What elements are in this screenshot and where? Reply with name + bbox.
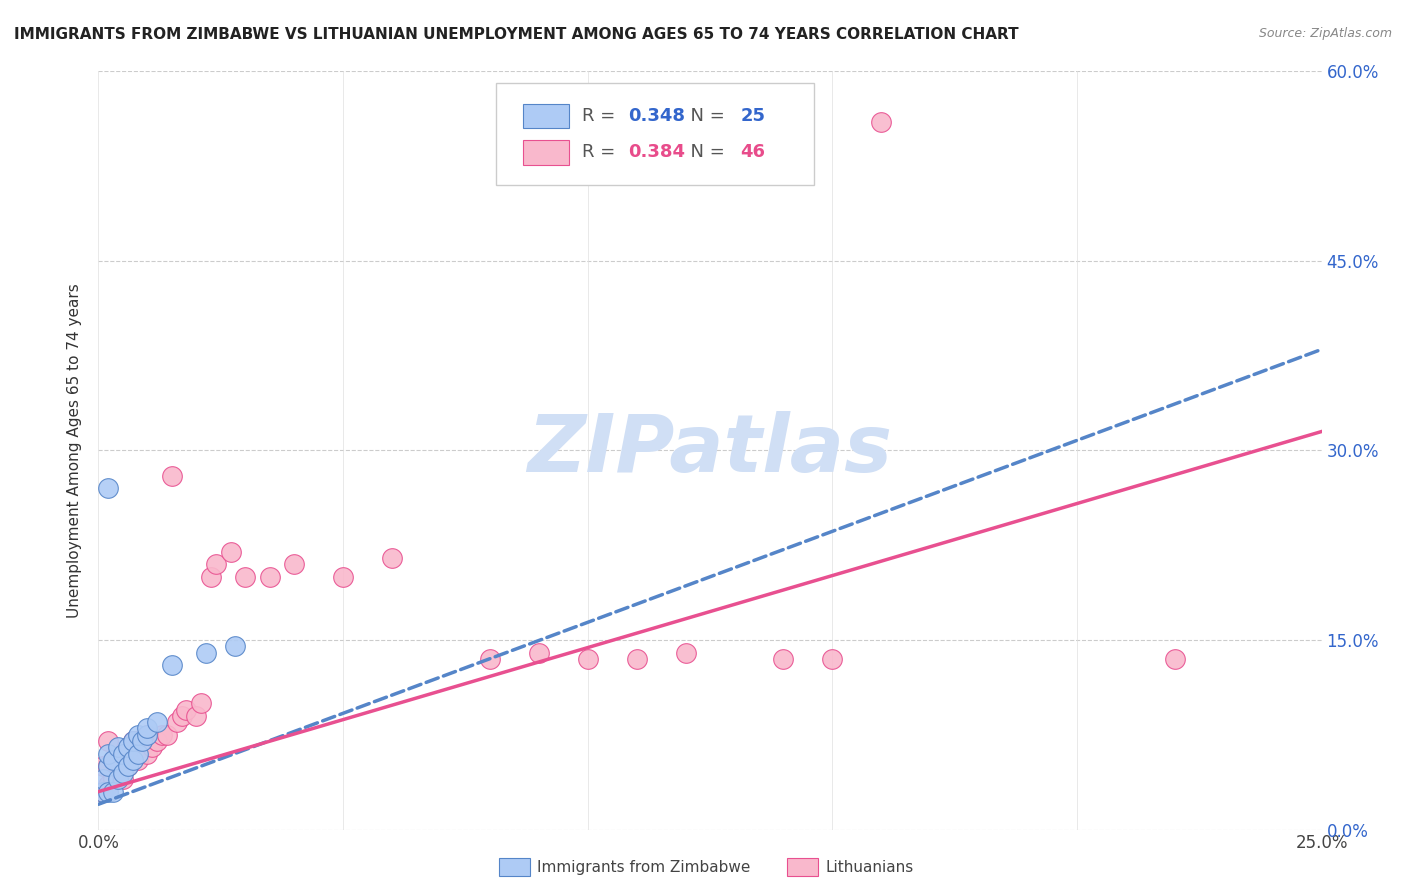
Point	[101, 753, 124, 767]
Point	[117, 740, 139, 755]
Point	[121, 753, 143, 767]
Text: 0.384: 0.384	[628, 144, 685, 161]
Point	[381, 550, 404, 565]
Y-axis label: Unemployment Among Ages 65 to 74 years: Unemployment Among Ages 65 to 74 years	[67, 283, 83, 618]
Point	[131, 734, 153, 748]
Text: 0.348: 0.348	[628, 107, 685, 125]
Point	[97, 759, 120, 773]
Text: Immigrants from Zimbabwe: Immigrants from Zimbabwe	[537, 860, 751, 874]
Point	[127, 747, 149, 761]
Point	[121, 734, 143, 748]
Point	[91, 785, 114, 799]
Point	[107, 772, 129, 786]
Point	[141, 740, 163, 755]
Point	[821, 652, 844, 666]
Point	[576, 652, 599, 666]
Text: N =: N =	[679, 144, 731, 161]
Point	[127, 734, 149, 748]
Point	[117, 759, 139, 773]
Point	[101, 772, 124, 786]
Point	[870, 115, 893, 129]
Point	[1164, 652, 1187, 666]
Text: R =: R =	[582, 144, 620, 161]
Point	[233, 570, 256, 584]
Point	[176, 702, 198, 716]
Point	[527, 646, 550, 660]
Point	[111, 765, 134, 780]
Point	[170, 708, 193, 723]
Point	[160, 658, 183, 673]
Point	[131, 740, 153, 755]
Point	[626, 652, 648, 666]
Point	[200, 570, 222, 584]
Point	[91, 759, 114, 773]
Point	[121, 734, 143, 748]
FancyBboxPatch shape	[496, 83, 814, 186]
Text: IMMIGRANTS FROM ZIMBABWE VS LITHUANIAN UNEMPLOYMENT AMONG AGES 65 TO 74 YEARS CO: IMMIGRANTS FROM ZIMBABWE VS LITHUANIAN U…	[14, 27, 1019, 42]
Point	[97, 785, 120, 799]
Point	[97, 747, 120, 761]
Point	[190, 696, 212, 710]
Point	[150, 728, 173, 742]
Text: 25: 25	[741, 107, 766, 125]
Point	[136, 747, 159, 761]
Text: Source: ZipAtlas.com: Source: ZipAtlas.com	[1258, 27, 1392, 40]
Point	[101, 753, 124, 767]
Point	[97, 482, 120, 496]
Point	[195, 646, 218, 660]
Point	[224, 640, 246, 654]
Point	[91, 772, 114, 786]
Point	[283, 557, 305, 572]
Point	[136, 722, 159, 736]
Point	[146, 715, 169, 730]
Point	[675, 646, 697, 660]
Text: Lithuanians: Lithuanians	[825, 860, 914, 874]
Text: 46: 46	[741, 144, 766, 161]
Point	[117, 740, 139, 755]
Point	[259, 570, 281, 584]
Point	[111, 747, 134, 761]
Point	[121, 753, 143, 767]
Text: N =: N =	[679, 107, 731, 125]
FancyBboxPatch shape	[523, 140, 569, 165]
Point	[107, 740, 129, 755]
Point	[97, 759, 120, 773]
Point	[127, 728, 149, 742]
Point	[97, 734, 120, 748]
Point	[117, 759, 139, 773]
Point	[205, 557, 228, 572]
Point	[156, 728, 179, 742]
Point	[111, 747, 134, 761]
Point	[111, 772, 134, 786]
Point	[136, 728, 159, 742]
Text: R =: R =	[582, 107, 620, 125]
Point	[166, 715, 188, 730]
Point	[91, 785, 114, 799]
Point	[107, 759, 129, 773]
Point	[160, 468, 183, 483]
Point	[772, 652, 794, 666]
Point	[97, 778, 120, 792]
Point	[478, 652, 501, 666]
Point	[219, 544, 242, 558]
FancyBboxPatch shape	[523, 104, 569, 128]
Point	[136, 728, 159, 742]
Point	[332, 570, 354, 584]
Point	[101, 785, 124, 799]
Point	[146, 734, 169, 748]
Text: ZIPatlas: ZIPatlas	[527, 411, 893, 490]
Point	[186, 708, 208, 723]
Point	[127, 753, 149, 767]
